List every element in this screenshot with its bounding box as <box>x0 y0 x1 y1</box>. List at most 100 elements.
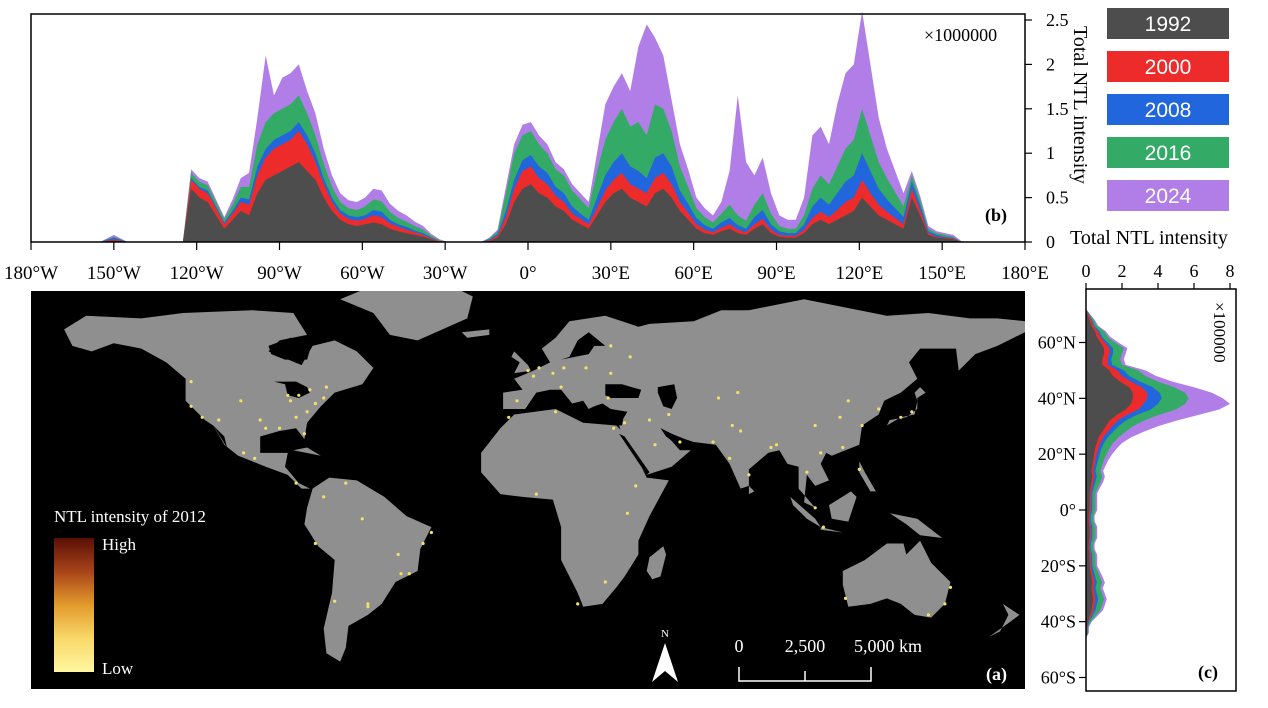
map-night-lights <box>189 344 953 617</box>
city-light <box>653 443 657 447</box>
water-red-sea <box>619 433 650 475</box>
panel-c-y-tick-label: 20°N <box>1038 444 1076 464</box>
city-light <box>857 467 861 471</box>
landmass-south-america <box>304 477 432 662</box>
landmass-madagascar <box>646 546 667 580</box>
map-legend-low: Low <box>102 659 134 678</box>
north-arrow-icon <box>652 643 678 682</box>
panel-c-x-tick-label: 0 <box>1082 261 1091 281</box>
north-arrow: N <box>652 628 678 682</box>
city-light <box>678 440 682 444</box>
landmass-greenland <box>340 291 473 341</box>
city-light <box>239 399 243 403</box>
city-light <box>603 580 607 584</box>
landmass-cuba <box>293 447 321 456</box>
city-light <box>843 596 848 601</box>
city-light <box>838 415 842 419</box>
panel-c-area-1992 <box>1086 309 1133 684</box>
city-light <box>716 396 721 400</box>
city-light <box>554 410 558 414</box>
panel-b-x-tick-label: 150°W <box>87 263 141 284</box>
water-mediterranean-east <box>583 411 625 426</box>
panel-b-ylabel-vertical: Total NTL intensity <box>1069 26 1091 184</box>
panel-c-y-tick-label: 40°S <box>1041 612 1076 632</box>
city-light <box>769 445 773 450</box>
city-light <box>396 552 400 557</box>
city-light <box>429 530 433 535</box>
panel-b-ylabel-bottom: Total NTL intensity <box>1070 227 1228 249</box>
panel-b-x-tick-label: 180°W <box>4 263 58 284</box>
city-light <box>728 456 732 460</box>
panel-b-x-axis: 180°W 150°W 120°W 90°W 60°W 30°W 0° 30°E 60°E 90°… <box>4 242 1049 284</box>
panel-b-x-tick-label: 30°E <box>592 263 630 284</box>
city-light <box>189 404 193 408</box>
city-light <box>948 585 953 590</box>
scale-bar: 0 2,500 5,000 km <box>735 636 922 682</box>
map-landmass <box>64 291 1025 662</box>
panel-b-x-tick-label: 0° <box>519 263 536 284</box>
landmass-japan <box>886 387 926 426</box>
city-light <box>877 407 881 411</box>
landmass-north-america <box>64 310 374 489</box>
panel-c-multiplier: ×100000 <box>1210 302 1229 363</box>
panel-b-y-tick-label: 1 <box>1046 143 1055 163</box>
landmass-borneo <box>829 491 857 522</box>
city-light <box>305 410 309 414</box>
city-light <box>526 369 530 373</box>
city-light <box>551 371 555 375</box>
panel-b-plot <box>31 11 1025 242</box>
city-light <box>846 399 850 403</box>
panel-b-y-tick-label: 0 <box>1046 232 1055 252</box>
city-light <box>819 451 823 455</box>
city-light <box>344 481 348 485</box>
panel-c-y-axis: 60°N 40°N 20°N 0° 20°S 40°S 60°S <box>1038 333 1086 688</box>
water-gulf-of-california <box>213 425 227 448</box>
legend-swatch-2008 <box>1107 94 1229 125</box>
panel-b-multiplier: ×1000000 <box>924 25 997 45</box>
city-light <box>333 599 337 603</box>
city-light <box>366 602 370 606</box>
city-light <box>242 451 246 455</box>
city-light <box>294 415 298 419</box>
legend-swatch-1992 <box>1107 8 1229 39</box>
panel-b-x-tick-label: 180°E <box>1001 263 1049 284</box>
legend-swatch-2024 <box>1107 180 1229 211</box>
city-light <box>507 415 511 419</box>
landmass-new-zealand <box>989 603 1020 637</box>
landmass-australia <box>842 540 951 618</box>
city-light <box>805 470 809 474</box>
panel-c-frame <box>1085 288 1237 692</box>
panel-c-x-tick-label: 6 <box>1190 261 1199 281</box>
city-light <box>910 410 914 414</box>
panel-c-x-tick-label: 2 <box>1118 261 1127 281</box>
legend-swatch-2016 <box>1107 137 1229 168</box>
landmass-africa <box>481 409 669 607</box>
panel-b-x-tick-label: 90°E <box>757 263 795 284</box>
city-light <box>277 426 282 430</box>
city-light <box>515 399 519 403</box>
scale-bar-tick-1: 2,500 <box>785 636 826 656</box>
water-great-lakes <box>274 381 310 398</box>
panel-b-x-tick-label: 60°W <box>340 263 385 284</box>
city-light <box>559 385 563 389</box>
panel-b-x-tick-label: 60°E <box>675 263 713 284</box>
panel-c-y-tick-label: 40°N <box>1038 388 1076 408</box>
city-light <box>628 355 632 359</box>
city-light <box>609 344 613 348</box>
landmass-new-guinea <box>889 513 943 538</box>
city-light <box>324 385 328 389</box>
city-light <box>200 415 204 419</box>
city-light <box>899 415 903 419</box>
panel-c-y-tick-label: 60°N <box>1038 333 1076 353</box>
city-light <box>531 374 536 378</box>
panel-b-x-tick-label: 120°W <box>170 263 224 284</box>
water-black-sea <box>605 384 642 398</box>
series-legend: 1992 2000 2008 2016 2024 <box>1107 8 1229 211</box>
panel-b-y-tick-label: 0.5 <box>1046 188 1069 208</box>
city-light <box>576 602 580 606</box>
panel-c: 0 2 4 6 8 60°N 40°N 20°N 0° 20°S 40°S 60°S ×100000… <box>1038 261 1237 692</box>
city-light <box>360 517 364 521</box>
city-light <box>711 440 715 444</box>
